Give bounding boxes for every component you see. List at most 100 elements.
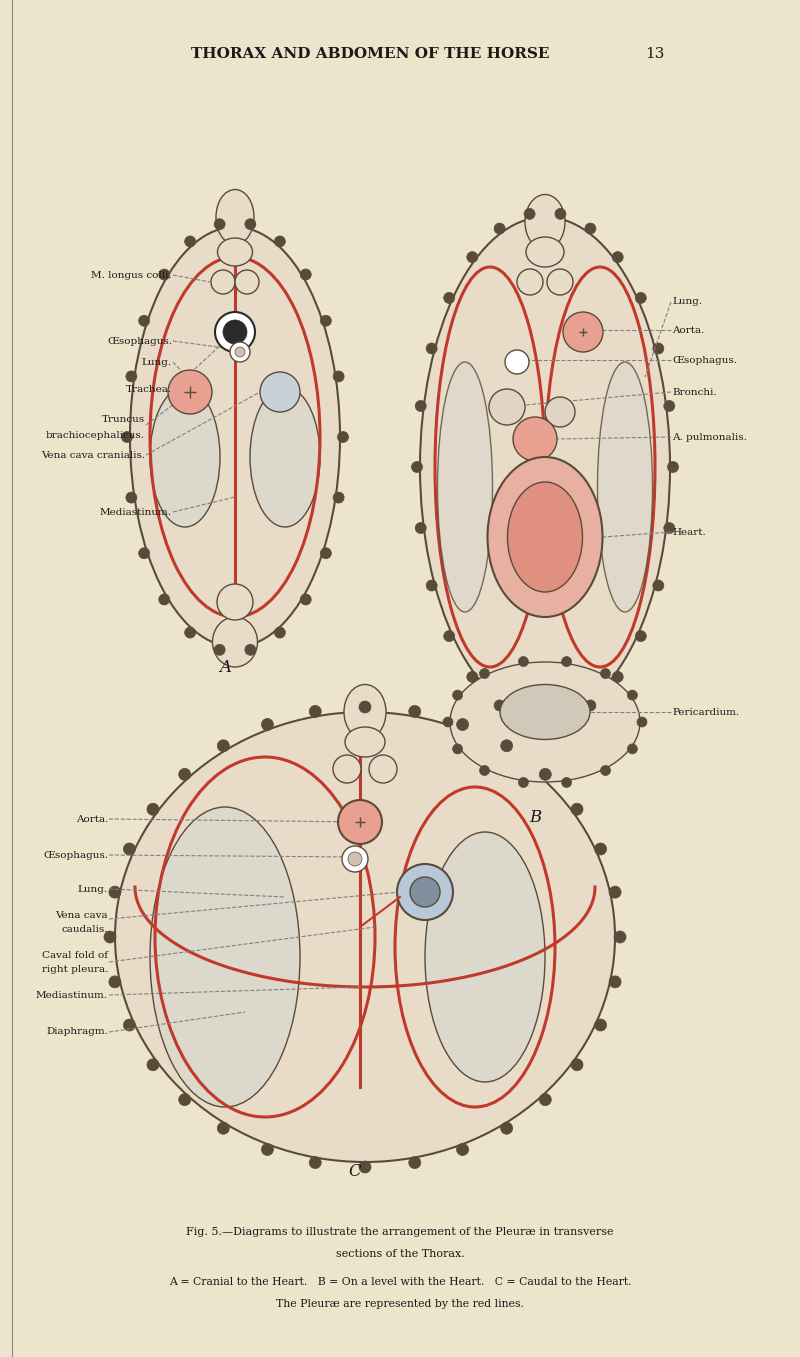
- Circle shape: [518, 778, 529, 787]
- Circle shape: [426, 343, 437, 354]
- Circle shape: [342, 845, 368, 873]
- Circle shape: [235, 347, 245, 357]
- Circle shape: [168, 370, 212, 414]
- Ellipse shape: [150, 387, 220, 527]
- Circle shape: [223, 320, 247, 345]
- Circle shape: [653, 579, 664, 592]
- Text: Vena cava: Vena cava: [55, 911, 108, 920]
- Circle shape: [614, 931, 626, 943]
- Ellipse shape: [438, 362, 493, 612]
- Circle shape: [627, 744, 638, 754]
- Circle shape: [320, 315, 331, 326]
- Text: Aorta.: Aorta.: [76, 814, 108, 824]
- Text: Lung.: Lung.: [142, 357, 172, 366]
- Circle shape: [104, 931, 116, 943]
- Circle shape: [338, 432, 349, 442]
- Ellipse shape: [213, 617, 258, 668]
- Circle shape: [585, 700, 596, 711]
- Circle shape: [359, 702, 371, 712]
- Circle shape: [635, 631, 646, 642]
- Circle shape: [524, 209, 535, 220]
- Circle shape: [185, 236, 196, 247]
- Circle shape: [409, 1156, 421, 1168]
- Circle shape: [562, 778, 571, 787]
- Circle shape: [601, 669, 610, 678]
- Circle shape: [235, 270, 259, 294]
- Circle shape: [443, 716, 453, 727]
- Text: Aorta.: Aorta.: [672, 326, 704, 334]
- Circle shape: [369, 754, 397, 783]
- Circle shape: [635, 292, 646, 304]
- Text: A. pulmonalis.: A. pulmonalis.: [672, 433, 747, 441]
- Circle shape: [457, 718, 469, 730]
- Circle shape: [612, 672, 623, 683]
- Circle shape: [517, 269, 543, 294]
- Circle shape: [178, 768, 190, 780]
- Circle shape: [338, 801, 382, 844]
- Circle shape: [489, 389, 525, 425]
- Circle shape: [494, 700, 505, 711]
- Circle shape: [245, 218, 256, 229]
- Circle shape: [479, 669, 490, 678]
- Ellipse shape: [500, 684, 590, 740]
- Text: Lung.: Lung.: [672, 297, 702, 307]
- Circle shape: [310, 1156, 322, 1168]
- Ellipse shape: [487, 457, 602, 617]
- Circle shape: [594, 843, 606, 855]
- Ellipse shape: [345, 727, 385, 757]
- Circle shape: [178, 1094, 190, 1106]
- Text: B: B: [529, 809, 541, 825]
- Circle shape: [123, 1019, 135, 1031]
- Circle shape: [333, 493, 344, 503]
- Circle shape: [320, 548, 331, 559]
- Circle shape: [518, 657, 529, 666]
- Circle shape: [217, 584, 253, 620]
- Circle shape: [637, 716, 647, 727]
- Ellipse shape: [507, 482, 582, 592]
- Circle shape: [214, 645, 225, 655]
- Circle shape: [333, 754, 361, 783]
- Circle shape: [262, 718, 274, 730]
- Text: Pericardium.: Pericardium.: [672, 707, 739, 716]
- Circle shape: [513, 417, 557, 461]
- Text: C: C: [349, 1163, 362, 1181]
- Ellipse shape: [526, 237, 564, 267]
- Text: THORAX AND ABDOMEN OF THE HORSE: THORAX AND ABDOMEN OF THE HORSE: [190, 47, 550, 61]
- Ellipse shape: [150, 807, 300, 1107]
- Text: M. longus colli.: M. longus colli.: [91, 270, 172, 280]
- Circle shape: [415, 400, 426, 411]
- Circle shape: [524, 715, 535, 726]
- Circle shape: [562, 657, 571, 666]
- Circle shape: [126, 370, 137, 381]
- Text: Œsophagus.: Œsophagus.: [672, 356, 737, 365]
- Circle shape: [466, 672, 478, 683]
- Circle shape: [185, 627, 196, 638]
- Text: 13: 13: [646, 47, 665, 61]
- Ellipse shape: [344, 684, 386, 740]
- Circle shape: [359, 1162, 371, 1172]
- Circle shape: [109, 976, 121, 988]
- Circle shape: [547, 269, 573, 294]
- Circle shape: [230, 342, 250, 362]
- Text: sections of the Thorax.: sections of the Thorax.: [336, 1248, 464, 1259]
- Circle shape: [122, 432, 133, 442]
- Text: Œsophagus.: Œsophagus.: [107, 337, 172, 346]
- Circle shape: [138, 315, 150, 326]
- Circle shape: [444, 292, 454, 304]
- Circle shape: [262, 1144, 274, 1156]
- Text: A: A: [219, 658, 231, 676]
- Circle shape: [214, 218, 225, 229]
- Ellipse shape: [425, 832, 545, 1082]
- Text: Fig. 5.—Diagrams to illustrate the arrangement of the Pleuræ in transverse: Fig. 5.—Diagrams to illustrate the arran…: [186, 1227, 614, 1238]
- Circle shape: [245, 645, 256, 655]
- Text: Heart.: Heart.: [672, 528, 706, 536]
- Ellipse shape: [525, 194, 565, 250]
- Ellipse shape: [598, 362, 653, 612]
- Circle shape: [109, 886, 121, 898]
- Circle shape: [479, 765, 490, 775]
- Circle shape: [571, 1058, 583, 1071]
- Circle shape: [158, 269, 170, 280]
- Text: right pleura.: right pleura.: [42, 965, 108, 973]
- Circle shape: [609, 886, 621, 898]
- Circle shape: [211, 270, 235, 294]
